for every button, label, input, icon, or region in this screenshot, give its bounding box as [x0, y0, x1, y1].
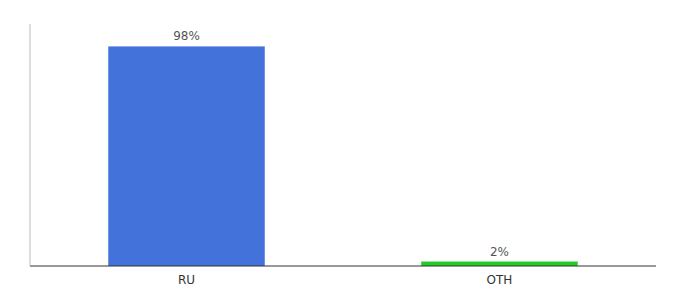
x-tick-label: OTH — [487, 273, 513, 287]
bars — [108, 46, 578, 266]
data-label: 2% — [490, 245, 509, 259]
plot-area: 98% 2% RU OTH — [30, 24, 656, 287]
x-axis-line — [30, 266, 656, 267]
data-label: 98% — [173, 29, 200, 43]
y-axis-line — [30, 24, 31, 266]
bar — [421, 262, 578, 266]
bar — [108, 46, 265, 266]
x-tick-label: RU — [178, 273, 195, 287]
chart-container: 98% 2% RU OTH — [0, 0, 680, 300]
chart-svg: 98% 2% RU OTH — [0, 0, 680, 300]
